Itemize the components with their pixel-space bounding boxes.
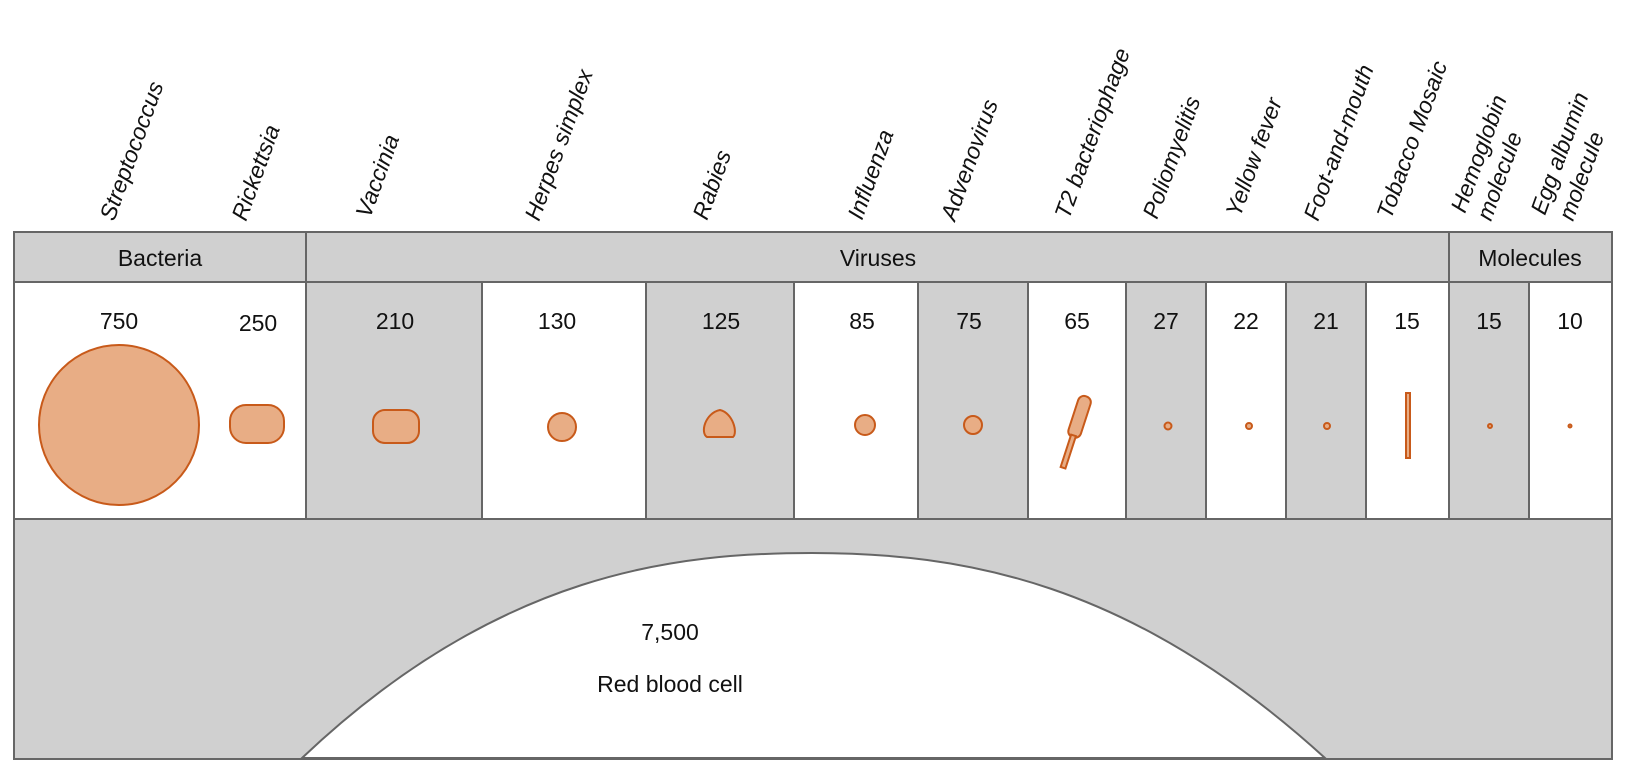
t2-bacteriophage-shape [1059, 394, 1092, 470]
col-bg-herpes-simplex [481, 281, 647, 520]
size-values: 750 250 210 130 125 85 75 65 27 22 21 15… [100, 308, 1583, 336]
size-yellow-fever: 22 [1233, 308, 1259, 334]
col-bg-vaccinia [305, 281, 483, 520]
col-bg-hemoglobin [1448, 281, 1530, 520]
name-streptococcus: Streptococcus [94, 77, 168, 223]
group-label-viruses: Viruses [840, 245, 916, 271]
group-header-band [13, 231, 1613, 283]
rickettsia-shape [229, 404, 285, 444]
name-rabies: Rabies [687, 146, 736, 223]
item-name-labels: Streptococcus Rickettsia Vaccinia Herpes… [94, 45, 1609, 226]
foot-and-mouth-shape [1323, 422, 1331, 430]
yellow-fever-shape [1245, 422, 1253, 430]
rabies-shape [702, 408, 736, 438]
size-influenza: 85 [849, 308, 875, 334]
size-vaccinia: 210 [376, 308, 414, 334]
name-influenza: Influenza [842, 126, 898, 223]
size-rickettsia: 250 [239, 310, 277, 336]
egg-albumin-shape [1567, 423, 1573, 429]
name-vaccinia: Vaccinia [350, 131, 404, 221]
organism-shapes [38, 344, 1573, 506]
size-streptococcus: 750 [100, 308, 138, 334]
size-hemoglobin: 15 [1476, 308, 1502, 334]
size-tobacco-mosaic: 15 [1394, 308, 1420, 334]
streptococcus-shape [38, 344, 200, 506]
name-yellow-fever: Yellow fever [1220, 93, 1287, 220]
name-herpes-simplex: Herpes simplex [519, 64, 598, 223]
name-advenovirus: Advenovirus [935, 95, 1004, 225]
red-blood-cell-label: Red blood cell [597, 671, 743, 697]
size-t2-bacteriophage: 65 [1064, 308, 1090, 334]
size-egg-albumin: 10 [1557, 308, 1583, 334]
col-bg-egg-albumin [1528, 281, 1613, 520]
name-tobacco-mosaic: Tobacco Mosaic [1371, 57, 1452, 222]
group-label-bacteria: Bacteria [118, 245, 203, 271]
group-label-molecules: Molecules [1478, 245, 1582, 271]
size-advenovirus: 75 [956, 308, 982, 334]
tobacco-mosaic-shape [1405, 392, 1411, 459]
col-bg-rabies [645, 281, 795, 520]
name-poliomyelitis: Poliomyelitis [1137, 92, 1205, 221]
red-blood-cell-size: 7,500 [641, 619, 699, 645]
size-rabies: 125 [702, 308, 740, 334]
red-blood-cell-shape [299, 551, 1328, 759]
name-t2-bacteriophage: T2 bacteriophage [1049, 45, 1135, 222]
col-bg-advenovirus [917, 281, 1029, 520]
size-herpes-simplex: 130 [538, 308, 576, 334]
poliomyelitis-shape [1163, 421, 1173, 431]
size-foot-and-mouth: 21 [1313, 308, 1339, 334]
herpes-simplex-shape [547, 412, 577, 442]
hemoglobin-shape [1487, 423, 1493, 429]
size-poliomyelitis: 27 [1153, 308, 1179, 334]
name-foot-and-mouth: Foot-and-mouth [1298, 61, 1378, 224]
influenza-shape [854, 414, 876, 436]
vaccinia-shape [372, 409, 420, 444]
name-rickettsia: Rickettsia [226, 121, 285, 224]
advenovirus-shape [963, 415, 983, 435]
